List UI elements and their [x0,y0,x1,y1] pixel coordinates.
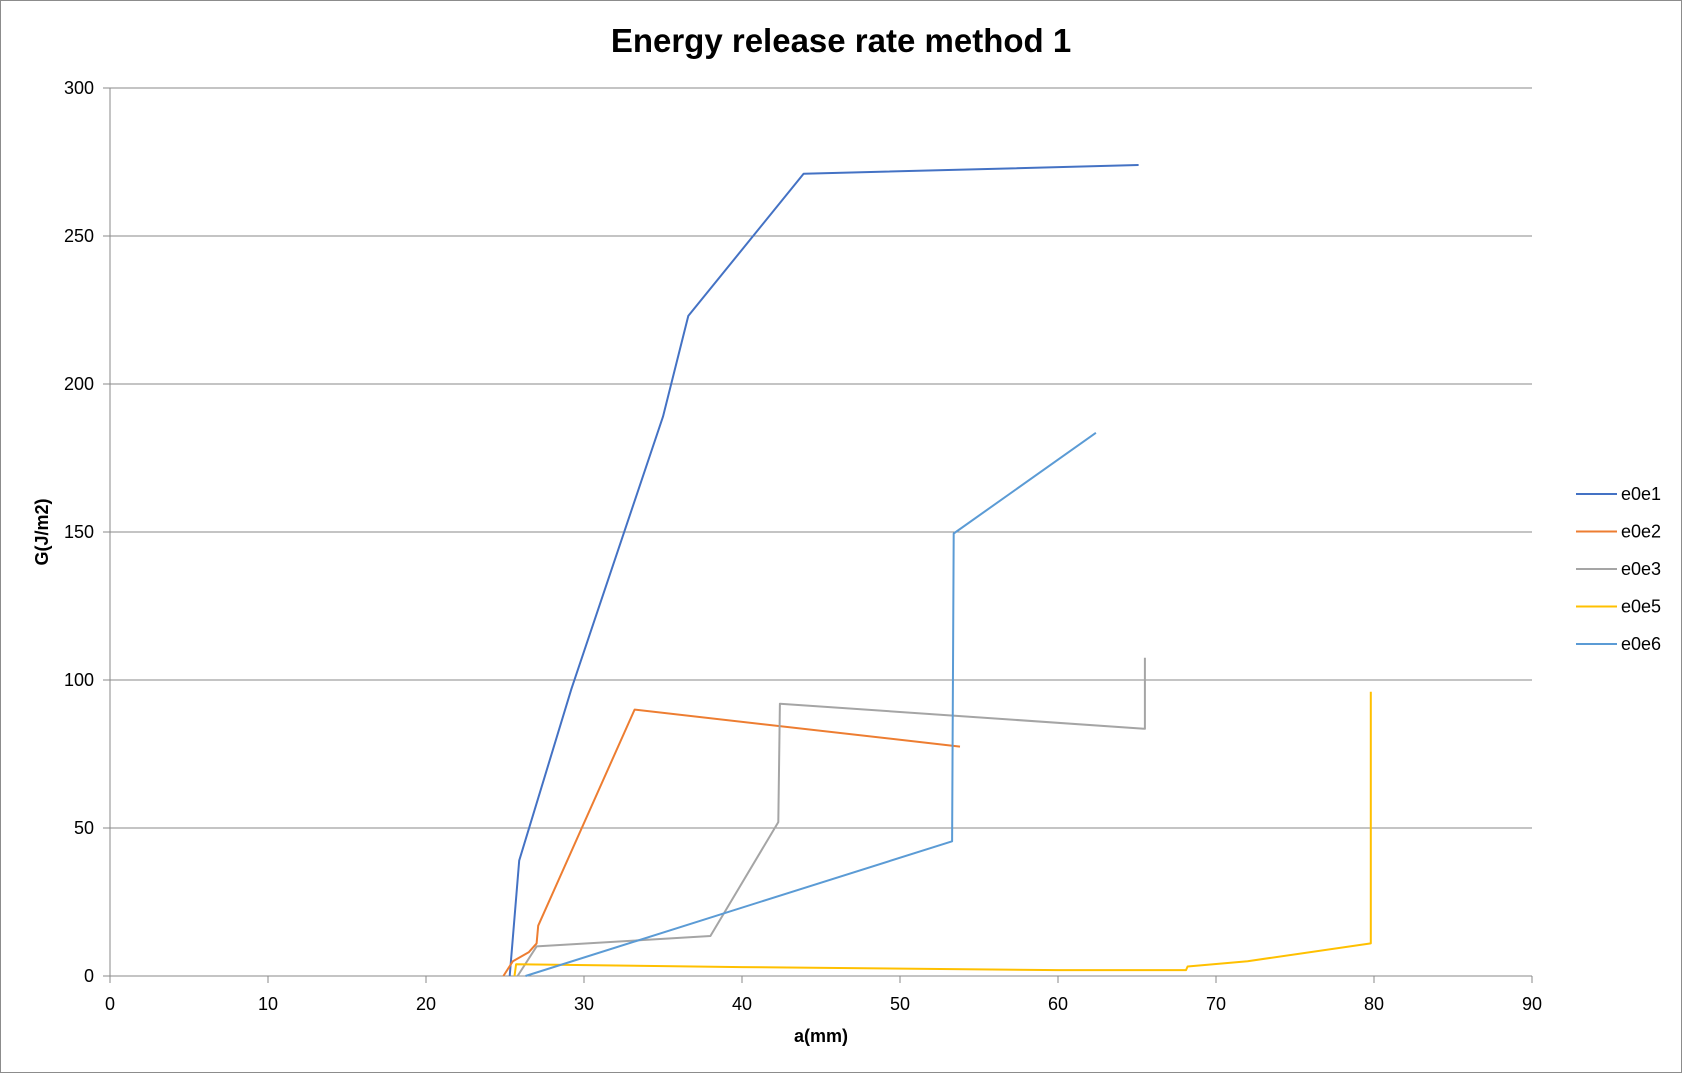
series-line-e0e6 [525,431,1097,977]
legend-label-e0e6: e0e6 [1621,634,1661,654]
legend-label-e0e1: e0e1 [1621,484,1661,504]
y-axis-label: G(J/m2) [32,498,52,565]
legend-label-e0e2: e0e2 [1621,522,1661,542]
plot-series [502,164,1372,977]
legend-label-e0e3: e0e3 [1621,559,1661,579]
x-tick-label: 10 [258,994,278,1014]
y-tick-label: 50 [74,818,94,838]
legend-label-e0e5: e0e5 [1621,597,1661,617]
y-tick-label: 300 [64,78,94,98]
y-tick-label: 200 [64,374,94,394]
legend: e0e1 e0e2 e0e3 e0e5 e0e6 [1576,484,1661,654]
x-tick-label: 50 [890,994,910,1014]
x-tick-label: 90 [1522,994,1542,1014]
x-tick-label: 40 [732,994,752,1014]
series-line-e0e1 [508,164,1139,977]
x-tick-label: 0 [105,994,115,1014]
y-tick-label: 150 [64,522,94,542]
series-line-e0e2 [502,708,961,977]
x-tick-label: 80 [1364,994,1384,1014]
x-tick-label: 60 [1048,994,1068,1014]
series-line-e0e5 [513,691,1372,977]
y-tick-label: 250 [64,226,94,246]
x-tick-label: 30 [574,994,594,1014]
y-tick-label: 100 [64,670,94,690]
x-tick-label: 20 [416,994,436,1014]
series-line-e0e3 [516,657,1146,977]
x-tick-label: 70 [1206,994,1226,1014]
y-tick-label: 0 [84,966,94,986]
gridlines [110,87,1532,829]
chart-title: Energy release rate method 1 [611,22,1071,59]
x-axis-label: a(mm) [794,1026,848,1046]
axes: 0 50 100 150 200 250 300 0 10 20 30 40 50 60 70 80 90 [64,78,1542,1014]
